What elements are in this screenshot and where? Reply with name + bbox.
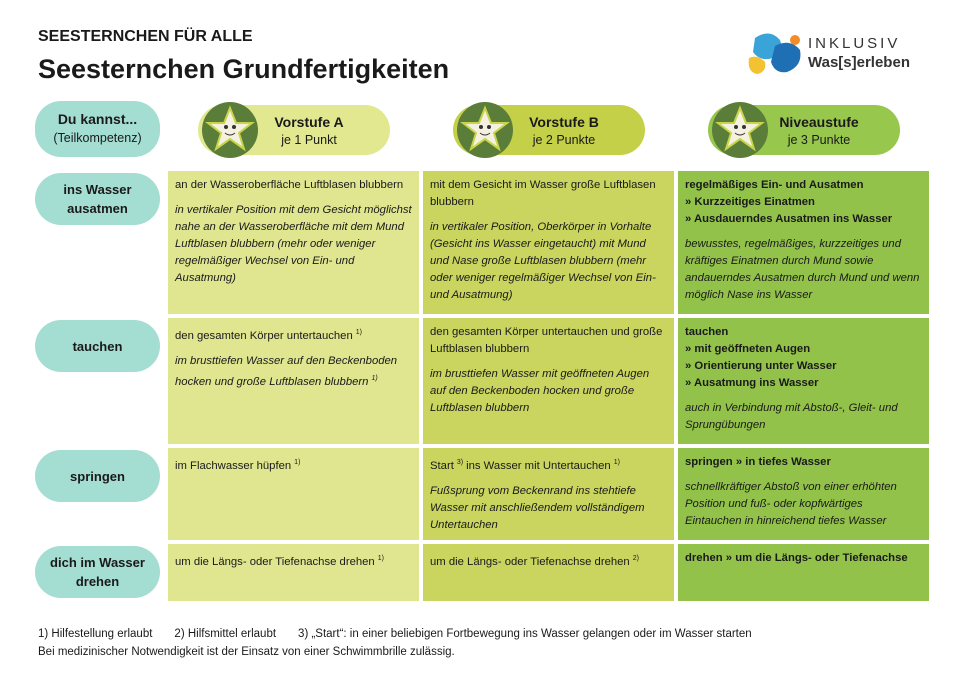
row-label-text: dich im Wasser drehen [50, 555, 145, 589]
main-line: » Ausdauerndes Ausatmen ins Wasser [685, 213, 893, 225]
main-line: an der Wasseroberfläche Luftblasen blubb… [175, 179, 404, 191]
starfish-icon [712, 102, 768, 158]
cell: im Flachwasser hüpfen 1) [168, 448, 419, 540]
kicker: SEESTERNCHEN FÜR ALLE [38, 28, 253, 45]
footnote-ref: 1) [377, 555, 384, 562]
text: Start [430, 459, 454, 472]
main-line: » Ausatmung ins Wasser [685, 377, 819, 389]
footnote-ref: 3) [456, 459, 464, 466]
level-points: je 2 Punkte [532, 132, 596, 147]
main-text: um die Längs- oder Tiefenachse drehen 1) [175, 550, 412, 571]
footnote: 2) Hilfsmittel erlaubt [174, 628, 277, 640]
main-line: im Flachwasser hüpfen 1) [175, 454, 412, 475]
main-line: » mit geöffneten Augen [685, 343, 811, 355]
cell: tauchen » mit geöffneten Augen » Orientier… [678, 318, 929, 444]
logo-text: INKLUSIV [808, 35, 901, 52]
main-line: tauchen [685, 326, 729, 338]
cell: den gesamten Körper untertauchen und gro… [423, 318, 674, 444]
title: Seesternchen Grundfertigkeiten [38, 54, 450, 84]
detail-text: schnellkräftiger Abstoß von einer erhöht… [685, 481, 897, 527]
starfish-icon [457, 102, 513, 158]
main-line: um die Längs- oder Tiefenachse drehen 1) [175, 550, 412, 571]
level-points: je 1 Punkt [281, 132, 337, 147]
footnote-ref: 2) [632, 555, 639, 562]
text: um die Längs- oder Tiefenachse drehen [430, 555, 630, 568]
row-label: dich im Wasser drehen [35, 546, 160, 598]
footnote-remark: Bei medizinischer Notwendigkeit ist der … [38, 646, 455, 658]
detail-text: im brusttiefen Wasser auf den Beckenbode… [175, 353, 412, 391]
main-line: Start 3) ins Wasser mit Untertauchen 1) [430, 454, 667, 475]
main-line: mit dem Gesicht im Wasser große Luftblas… [430, 179, 656, 208]
main-line: drehen » um die Längs- oder Tiefenachse [685, 552, 908, 564]
starfish-icon [202, 102, 258, 158]
cell: den gesamten Körper untertauchen 1) im bru… [168, 318, 419, 444]
row-label: tauchen [35, 320, 160, 372]
detail-text: Fußsprung vom Beckenrand ins stehtiefe W… [430, 484, 645, 531]
footnote: 3) „Start“: in einer beliebigen Fortbewe… [298, 628, 752, 640]
level-name: Vorstufe A [274, 113, 344, 130]
level-points: je 3 Punkte [787, 132, 851, 147]
text: ins Wasser mit Untertauchen [466, 459, 611, 472]
main-line: den gesamten Körper untertauchen 1) [175, 324, 412, 345]
main-text: Start 3) ins Wasser mit Untertauchen 1) [430, 454, 667, 475]
row-label-text: ins Wasser ausatmen [63, 182, 132, 216]
cell: mit dem Gesicht im Wasser große Luftblas… [423, 171, 674, 314]
footnote: 1) Hilfestellung erlaubt [38, 628, 153, 640]
main-line: um die Längs- oder Tiefenachse drehen 2) [430, 550, 667, 571]
footnote-ref: 1) [294, 459, 301, 466]
footnote-ref: 1) [613, 459, 620, 466]
logo-icon [748, 33, 801, 74]
row-label: ins Wasser ausatmen [35, 173, 160, 225]
cell: drehen » um die Längs- oder Tiefenachse [678, 544, 929, 601]
main-text: regelmäßiges Ein- und Ausatmen » Kurzzeit… [685, 177, 922, 228]
main-text: um die Längs- oder Tiefenachse drehen 2) [430, 550, 667, 571]
main-line: » Kurzzeitiges Einatmen [685, 196, 815, 208]
main-line: » Orientierung unter Wasser [685, 360, 837, 372]
cell: springen » in tiefes Wasser schnellkräfti… [678, 448, 929, 540]
text: im brusttiefen Wasser auf den Beckenbode… [175, 354, 398, 388]
corner-subtitle: (Teilkompetenz) [53, 131, 142, 145]
main-text: im Flachwasser hüpfen 1) [175, 454, 412, 475]
row-label: springen [35, 450, 160, 502]
footnote-ref: 1) [371, 374, 378, 382]
main-text: an der Wasseroberfläche Luftblasen blubb… [175, 177, 412, 194]
footnote-ref: 1) [355, 329, 362, 336]
main-text: den gesamten Körper untertauchen und gro… [430, 324, 667, 358]
level-name: Niveaustufe [779, 113, 859, 130]
main-line: regelmäßiges Ein- und Ausatmen [685, 179, 864, 191]
cell: regelmäßiges Ein- und Ausatmen » Kurzzeit… [678, 171, 929, 314]
level-name: Vorstufe B [529, 113, 599, 130]
text: den gesamten Körper untertauchen [175, 329, 353, 342]
cell: um die Längs- oder Tiefenachse drehen 1) [168, 544, 419, 601]
main-text: springen » in tiefes Wasser [685, 454, 922, 471]
corner-pill: Du kannst... (Teilkompetenz) [35, 101, 160, 157]
cell: Start 3) ins Wasser mit Untertauchen 1) Fußs… [423, 448, 674, 540]
main-line: springen » in tiefes Wasser [685, 456, 831, 468]
detail-text: bewusstes, regelmäßiges, kurzzeitiges un… [685, 238, 920, 301]
row-label-text: tauchen [72, 338, 123, 354]
row-label-text: springen [70, 468, 125, 484]
detail-text: auch in Verbindung mit Abstoß-, Gleit- u… [685, 402, 898, 431]
text: im Flachwasser hüpfen [175, 459, 292, 472]
main-text: tauchen » mit geöffneten Augen » Orientier… [685, 324, 922, 392]
main-text: mit dem Gesicht im Wasser große Luftblas… [430, 177, 667, 211]
text: um die Längs- oder Tiefenachse drehen [175, 555, 375, 568]
detail-text: in vertikaler Position mit dem Gesicht m… [175, 204, 412, 284]
corner-title: Du kannst... [57, 111, 138, 127]
main-text: den gesamten Körper untertauchen 1) [175, 324, 412, 345]
main-line: den gesamten Körper untertauchen und gro… [430, 326, 663, 355]
footnotes: 1) Hilfestellung erlaubt 2) Hilfsmittel e… [38, 628, 774, 640]
detail-text: in vertikaler Position, Oberkörper in Vo… [430, 221, 656, 301]
detail-text: im brusttiefen Wasser mit geöffneten Aug… [430, 368, 650, 414]
cell: an der Wasseroberfläche Luftblasen blubb… [168, 171, 419, 314]
main-text: drehen » um die Längs- oder Tiefenachse [685, 550, 922, 567]
cell: um die Längs- oder Tiefenachse drehen 2) [423, 544, 674, 601]
logo-text: Was[s]erleben [808, 54, 910, 71]
